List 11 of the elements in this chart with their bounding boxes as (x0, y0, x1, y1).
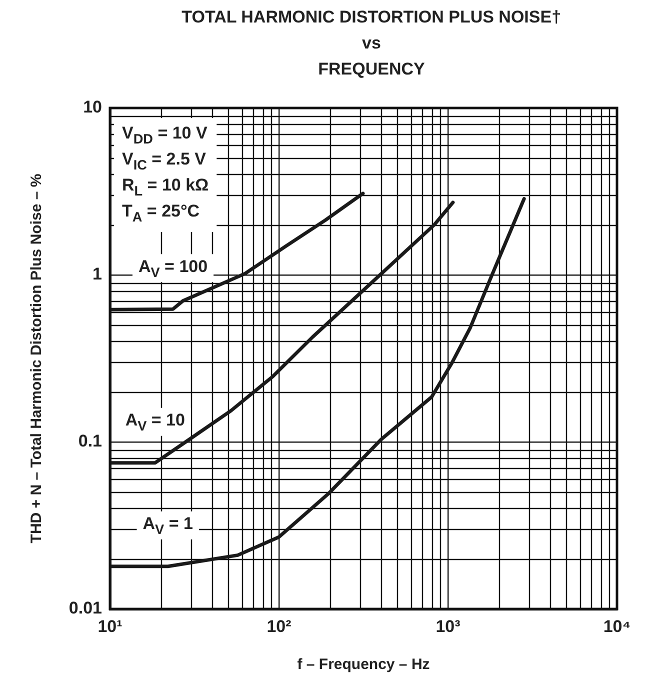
y-axis-title: THD + N – Total Harmonic Distortion Plus Noise – % (28, 174, 46, 544)
x-tick-label: 10³ (436, 616, 461, 636)
y-tick-label: 0.1 (78, 432, 102, 451)
x-axis-title: f – Frequency – Hz (297, 656, 430, 674)
x-tick-label: 10⁴ (603, 616, 631, 636)
y-tick-label: 0.01 (68, 598, 102, 618)
x-tick-label: 10¹ (98, 616, 123, 636)
y-tick-label: 10 (83, 98, 102, 117)
y-tick-label: 1 (92, 264, 102, 284)
x-tick-label: 10² (266, 616, 292, 636)
chart-title: TOTAL HARMONIC DISTORTION PLUS NOISE† vs FREQUENCY (182, 8, 562, 79)
